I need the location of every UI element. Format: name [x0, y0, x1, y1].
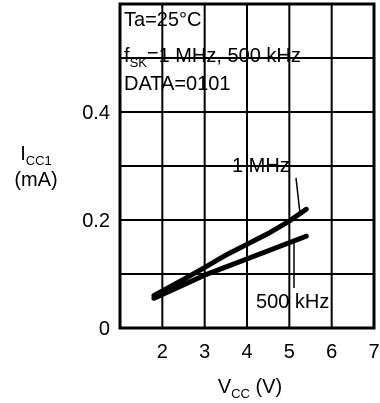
condition-data: DATA=0101: [124, 73, 231, 95]
y-axis-label-subscript: CC1: [26, 153, 52, 168]
condition-frequency-prefix: f: [124, 45, 130, 67]
x-tick-label-1: 3: [199, 341, 210, 363]
condition-frequency-suffix: =1 MHz, 500 kHz: [147, 45, 301, 67]
plot-frame: [118, 2, 376, 330]
series-line-500khz: [151, 233, 309, 301]
condition-frequency: fSK=1 MHz, 500 kHz: [124, 45, 301, 70]
x-tick-label-4: 6: [326, 341, 337, 363]
x-axis-label-unit: (V): [250, 376, 282, 398]
annotation-500khz: 500 kHz: [256, 241, 329, 313]
series-label-1mhz: 1 MHz: [232, 155, 290, 177]
condition-frequency-subscript: SK: [130, 55, 148, 70]
x-axis-label: VCC (V): [218, 376, 282, 401]
x-tick-label-3: 5: [284, 341, 295, 363]
x-tick-label-0: 2: [157, 341, 168, 363]
condition-temperature: Ta=25°C: [124, 9, 202, 31]
y-axis-unit: (mA): [14, 169, 57, 191]
tick-labels: 2 3 4 5 6 7 0 0.2 0.4: [82, 102, 379, 363]
x-tick-label-2: 4: [241, 341, 252, 363]
leader-line-1mhz: [295, 177, 301, 214]
annotation-1mhz: 1 MHz: [232, 155, 301, 214]
x-axis-label-main: V: [218, 376, 232, 398]
series-label-500khz: 500 kHz: [256, 291, 329, 313]
y-tick-label-1: 0.2: [82, 210, 110, 232]
series-lines: [151, 206, 309, 301]
y-axis-label-main: I: [20, 143, 26, 165]
x-axis-label-subscript: CC: [231, 386, 250, 401]
y-tick-label-0: 0: [99, 318, 110, 340]
grid-lines: [120, 4, 374, 328]
series-line-1mhz: [151, 206, 309, 299]
x-tick-label-5: 7: [368, 341, 379, 363]
y-axis-label: ICC1: [20, 143, 52, 168]
y-tick-label-2: 0.4: [82, 102, 110, 124]
